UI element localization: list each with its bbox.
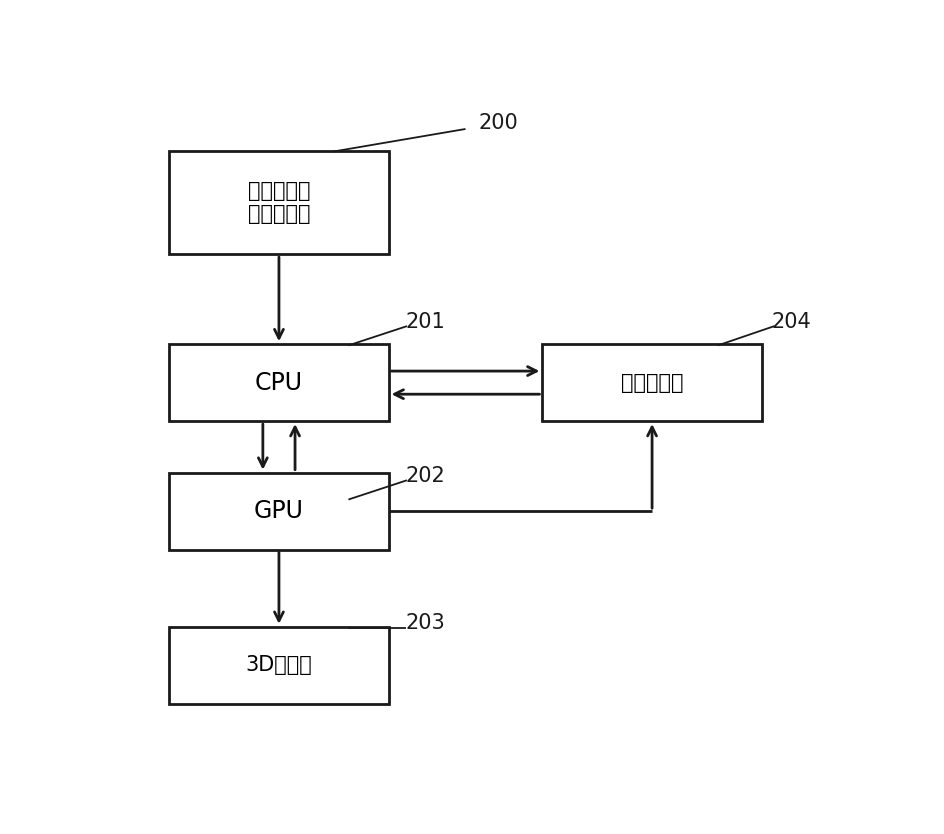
Text: CPU: CPU (255, 370, 303, 394)
Text: 200: 200 (479, 113, 518, 133)
Bar (169, 344, 389, 421)
Text: 处理器内存: 处理器内存 (621, 373, 683, 393)
Text: 3D显示器: 3D显示器 (245, 656, 312, 676)
Text: 201: 201 (405, 312, 446, 332)
Bar (169, 473, 389, 550)
Bar (169, 152, 389, 254)
Text: 存储设备上
的场景数据: 存储设备上 的场景数据 (247, 181, 311, 224)
Bar (169, 626, 389, 704)
Text: 202: 202 (405, 465, 446, 485)
Text: GPU: GPU (254, 499, 304, 523)
Text: 203: 203 (405, 614, 446, 634)
Text: 204: 204 (771, 312, 811, 332)
Bar (542, 344, 762, 421)
